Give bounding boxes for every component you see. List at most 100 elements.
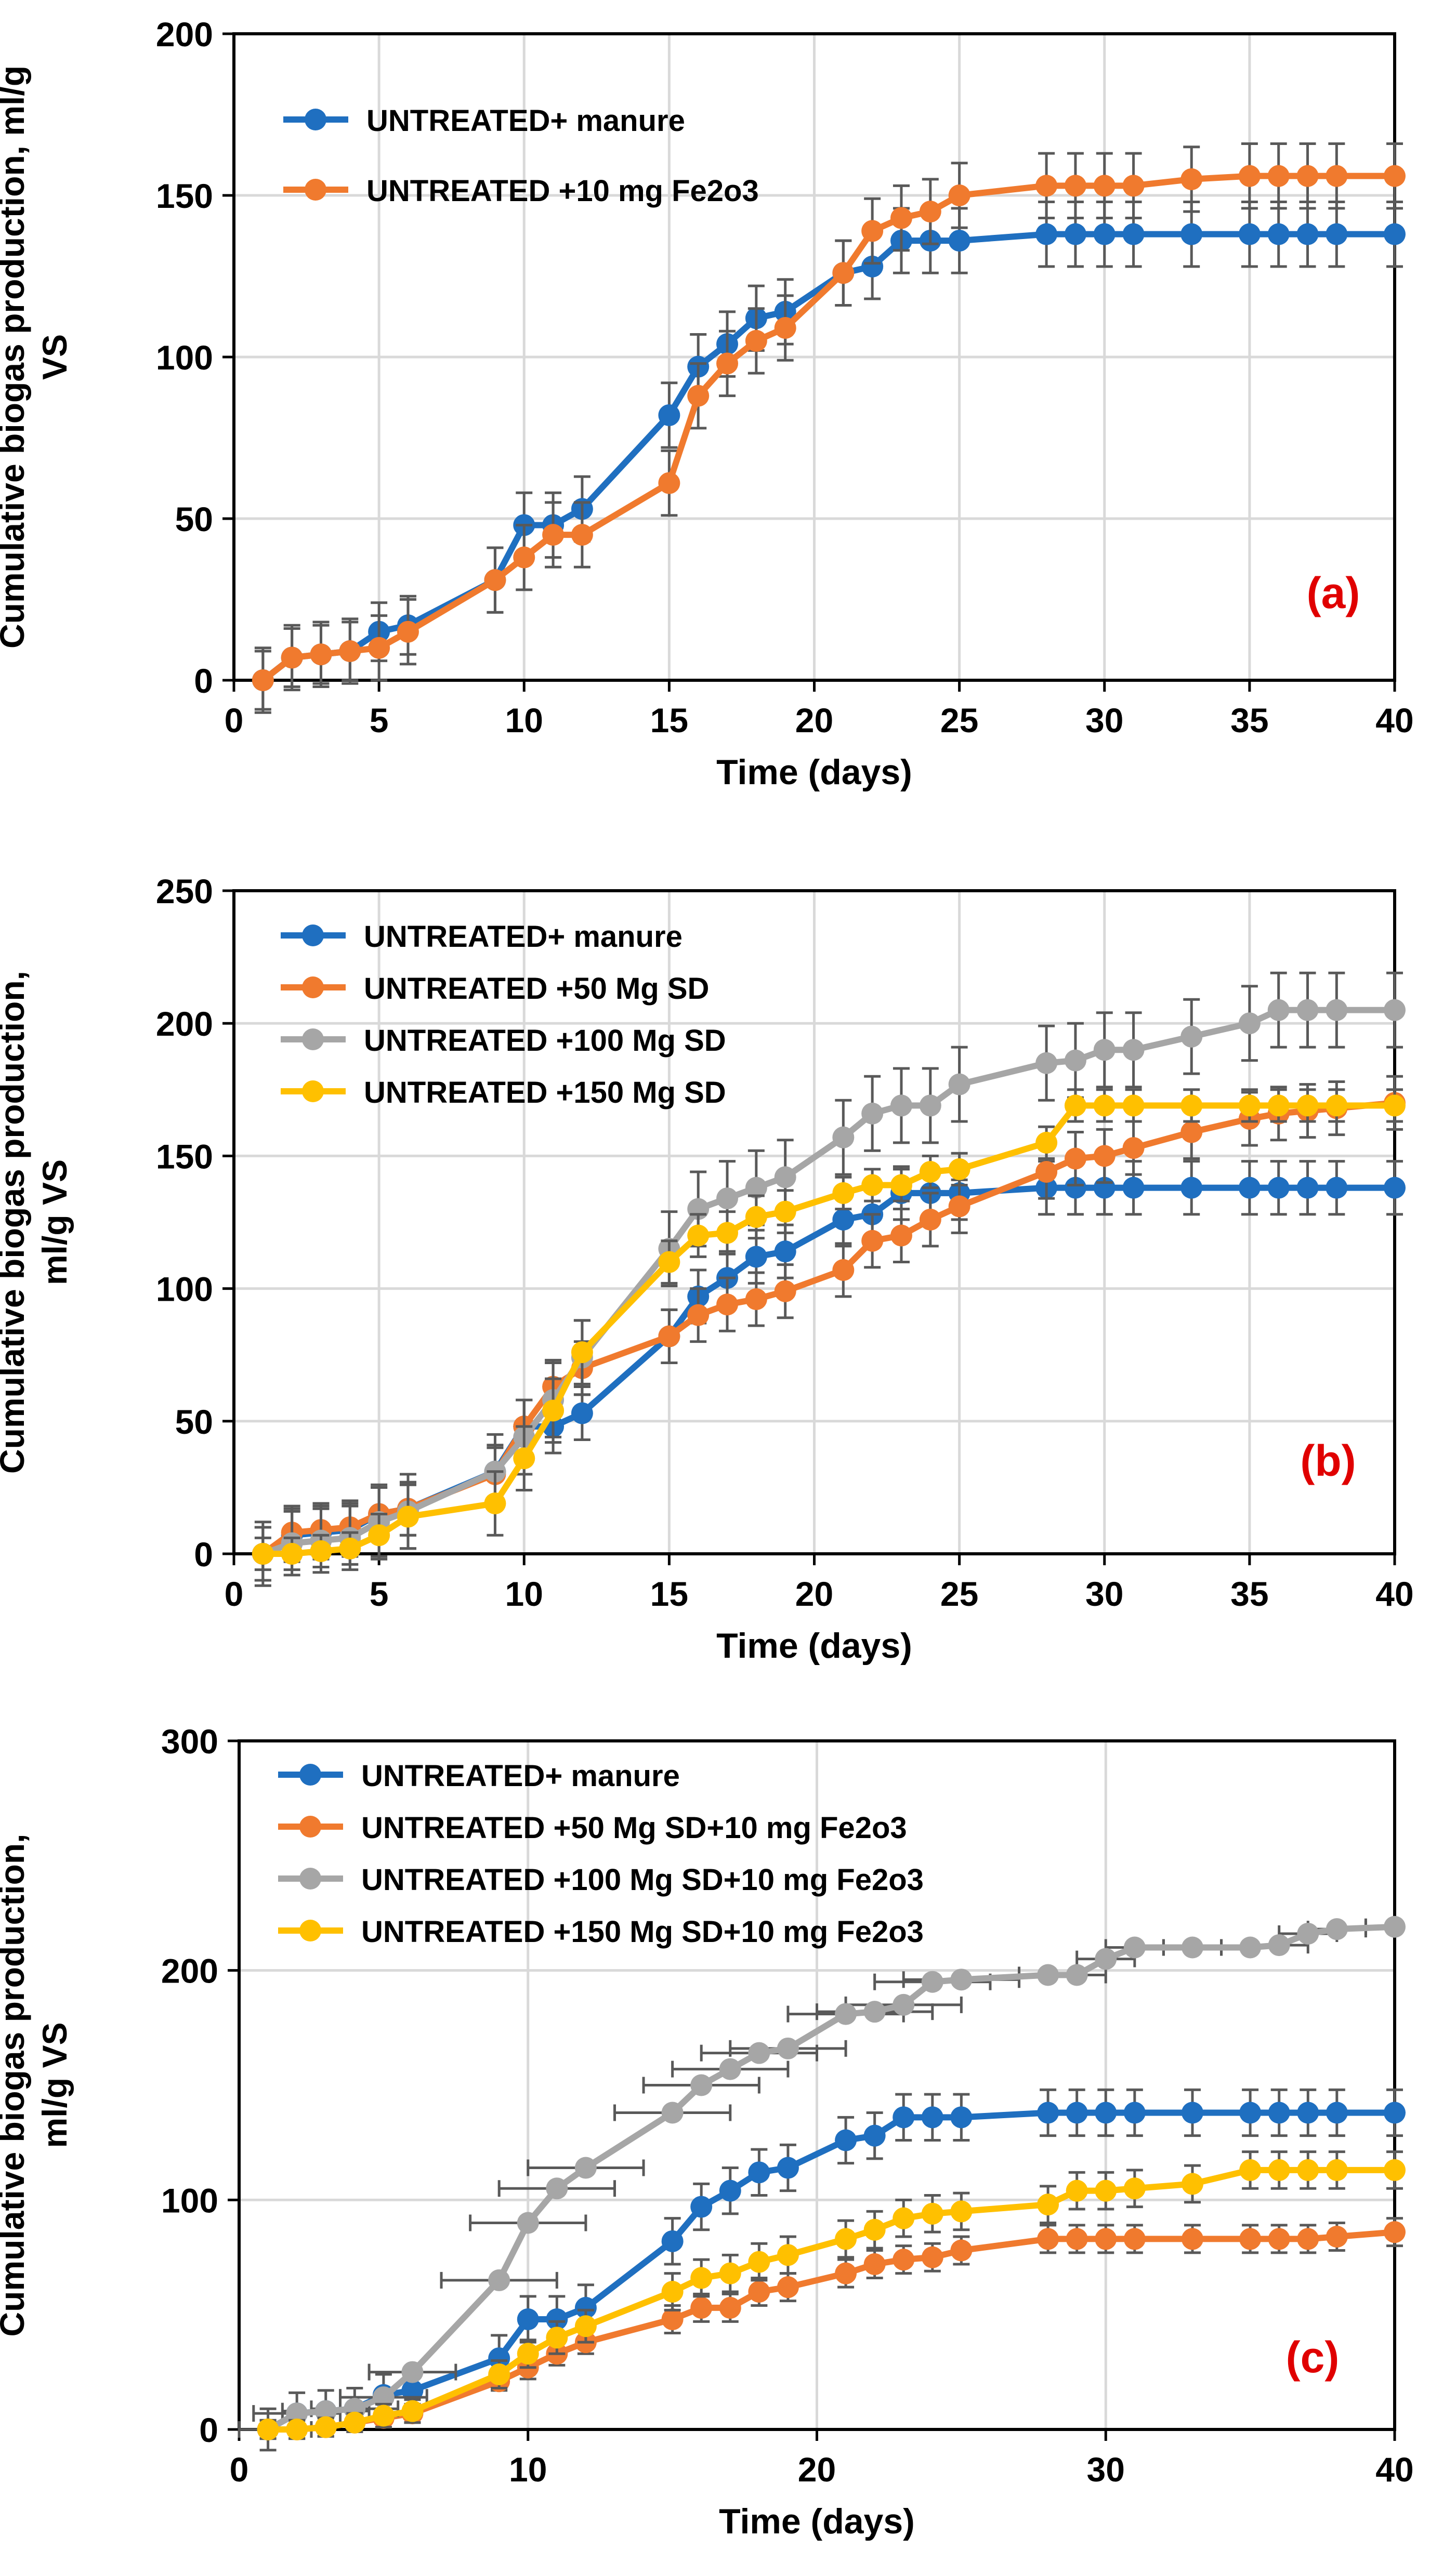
data-point: [774, 1200, 796, 1223]
data-point: [1035, 175, 1058, 197]
data-point: [1239, 2102, 1262, 2124]
legend-label: UNTREATED +100 Mg SD+10 mg Fe2o3: [361, 1863, 924, 1897]
data-point: [661, 2102, 684, 2124]
chart-panel-a: 0 5 10 15 20 25 30 35 40 0 50 100 150 200 Time (days) C…: [0, 15, 1414, 792]
data-point: [863, 2001, 886, 2023]
data-point: [1297, 2102, 1319, 2124]
y-tick-label: 150: [156, 1137, 213, 1175]
data-point: [777, 2157, 799, 2179]
data-point: [1326, 1177, 1348, 1199]
x-tick-label: 40: [1375, 2450, 1413, 2489]
data-point: [774, 1166, 796, 1188]
data-point: [835, 2129, 857, 2151]
data-point: [339, 640, 361, 663]
data-point: [1267, 1177, 1290, 1199]
x-tick-label: 10: [509, 2450, 547, 2489]
y-axis-label: Cumulative biogas production,ml/g VS: [0, 1833, 74, 2336]
data-point: [745, 329, 767, 352]
data-point: [1095, 2179, 1117, 2202]
data-point: [861, 220, 884, 242]
data-point: [1180, 1094, 1203, 1117]
panel-label: (a): [1307, 569, 1360, 617]
x-tick-label: 15: [650, 701, 688, 739]
data-point: [1268, 1934, 1290, 1957]
data-point: [919, 1208, 941, 1231]
data-point: [948, 184, 970, 206]
data-point: [1326, 1094, 1348, 1117]
data-point: [1037, 2228, 1059, 2250]
data-point: [861, 1230, 884, 1252]
data-point: [546, 2177, 568, 2200]
data-point: [401, 2379, 424, 2401]
y-tick-label: 200: [161, 1952, 218, 1990]
legend-item: UNTREATED +150 Mg SD+10 mg Fe2o3: [278, 1915, 924, 1949]
x-tick-label: 0: [225, 701, 244, 739]
data-point: [1384, 1916, 1406, 1938]
data-point: [1064, 223, 1086, 245]
data-point: [401, 2400, 424, 2422]
legend-swatch-marker: [302, 1028, 324, 1050]
error-bars: [254, 971, 1403, 1587]
series-line: [261, 231, 1395, 683]
panel-label: (b): [1300, 1436, 1356, 1485]
y-tick-label: 250: [156, 872, 213, 910]
legend-item: UNTREATED +50 Mg SD+10 mg Fe2o3: [278, 1811, 907, 1845]
data-point: [1035, 1052, 1058, 1074]
data-point: [1095, 2228, 1117, 2250]
data-point: [546, 2308, 568, 2330]
data-point: [344, 2411, 366, 2434]
data-point: [571, 1341, 593, 1364]
data-point: [1095, 1948, 1117, 1970]
x-tick-label: 30: [1087, 2450, 1125, 2489]
data-point: [1268, 2228, 1290, 2250]
data-point: [745, 1288, 767, 1311]
chart-panel-b: 0 5 10 15 20 25 30 35 40 0 50 100 150 200 250 Time (day…: [0, 872, 1414, 1666]
data-point: [893, 2106, 915, 2129]
data-point: [257, 2419, 279, 2440]
data-point: [1296, 999, 1319, 1021]
y-axis-label: Cumulative biogas production,ml/g VS: [0, 971, 74, 1474]
data-point: [1384, 223, 1406, 245]
data-point: [1123, 1936, 1146, 1959]
data-point: [1122, 1039, 1145, 1061]
data-point: [777, 2244, 799, 2266]
data-point: [658, 1325, 680, 1348]
series-orange: [252, 142, 1406, 714]
data-point: [1180, 168, 1203, 190]
x-tick-label: 40: [1375, 1575, 1413, 1613]
data-point: [950, 2200, 973, 2223]
legend-label: UNTREATED+ manure: [364, 920, 683, 954]
data-point: [310, 643, 332, 666]
data-point: [719, 2296, 741, 2319]
data-point: [574, 2315, 597, 2337]
x-tick-label: 10: [505, 1575, 543, 1613]
legend-item: UNTREATED+ manure: [278, 1759, 680, 1793]
data-point: [1037, 2194, 1059, 2216]
data-point: [372, 2405, 395, 2427]
data-point: [921, 2246, 943, 2268]
y-tick-label: 150: [156, 177, 213, 215]
data-point: [748, 2281, 770, 2303]
y-axis-label-line: VS: [35, 334, 74, 380]
data-point: [687, 385, 710, 407]
data-point: [687, 1304, 710, 1326]
data-point: [948, 1195, 970, 1218]
data-point: [890, 1094, 912, 1117]
data-point: [919, 201, 941, 223]
data-point: [542, 1399, 565, 1422]
data-point: [921, 1971, 943, 1993]
data-point: [571, 524, 593, 546]
data-point: [517, 2343, 539, 2365]
data-point: [861, 1174, 884, 1196]
data-point: [745, 1206, 767, 1228]
data-point: [661, 2281, 684, 2303]
data-point: [1267, 999, 1290, 1021]
legend: UNTREATED+ manure UNTREATED +10 mg Fe2o3: [283, 104, 759, 208]
y-tick-label: 100: [161, 2181, 218, 2220]
legend-item: UNTREATED +100 Mg SD+10 mg Fe2o3: [278, 1863, 924, 1897]
data-point: [719, 2058, 741, 2080]
series-line: [268, 2167, 1395, 2433]
data-point: [1267, 223, 1290, 245]
data-point: [921, 2106, 943, 2129]
